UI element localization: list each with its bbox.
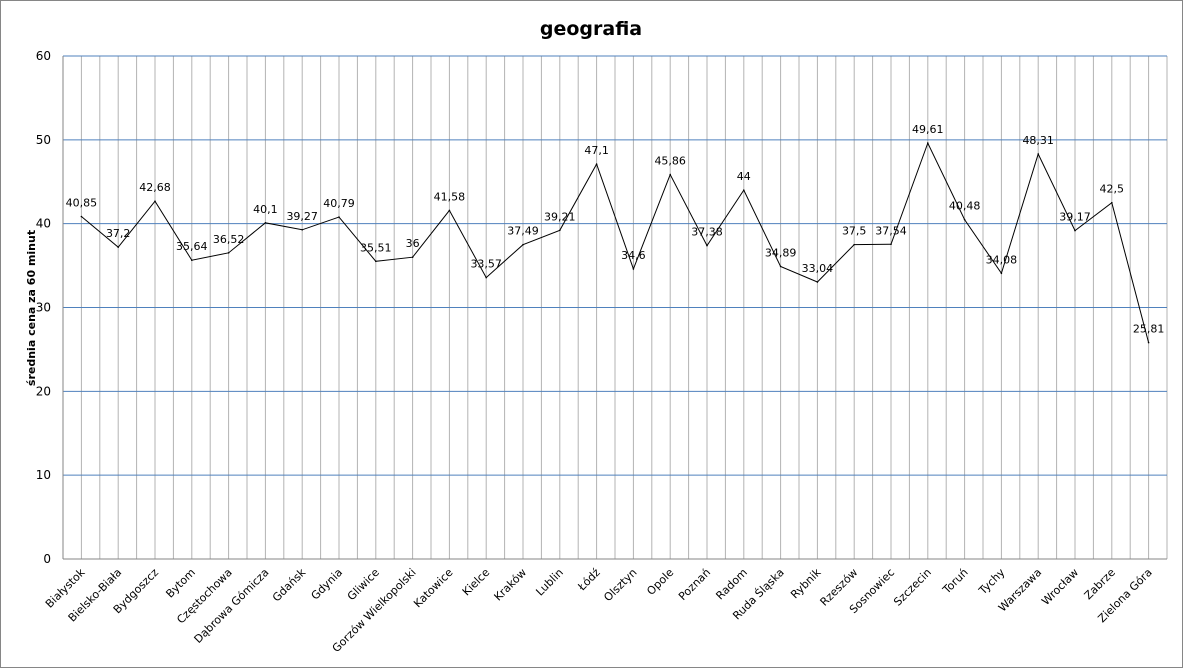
x-tick-label: Zabrze bbox=[1082, 566, 1118, 602]
y-tick-label: 10 bbox=[36, 468, 51, 482]
data-label: 33,04 bbox=[802, 262, 834, 275]
data-point bbox=[227, 252, 230, 254]
data-label: 49,61 bbox=[912, 123, 944, 136]
data-point bbox=[191, 259, 193, 262]
x-tick-label: Wrocław bbox=[1039, 566, 1081, 608]
x-tick-label: Tychy bbox=[976, 566, 1008, 598]
data-label: 34,6 bbox=[621, 249, 646, 262]
x-tick-label: Olsztyn bbox=[601, 566, 639, 604]
y-tick-label: 60 bbox=[36, 49, 51, 63]
data-point bbox=[1037, 153, 1039, 155]
data-label: 35,64 bbox=[176, 240, 208, 253]
data-label: 35,51 bbox=[360, 241, 392, 254]
x-tick-label: Opole bbox=[644, 566, 676, 598]
data-point bbox=[559, 229, 561, 232]
data-point bbox=[595, 163, 598, 165]
x-tick-label: Kraków bbox=[492, 566, 530, 604]
x-tick-label: Poznań bbox=[676, 566, 713, 603]
x-tick-label: Gdańsk bbox=[270, 565, 309, 604]
x-tick-label: Gdynia bbox=[308, 566, 345, 603]
data-label: 48,31 bbox=[1022, 134, 1054, 147]
data-point bbox=[154, 200, 156, 202]
x-tick-label: Katowice bbox=[411, 566, 455, 610]
y-tick-label: 40 bbox=[36, 217, 51, 231]
data-label: 37,49 bbox=[507, 225, 539, 238]
data-label: 40,79 bbox=[323, 197, 355, 210]
x-tick-label: Radom bbox=[713, 566, 749, 602]
data-point bbox=[1000, 272, 1003, 275]
y-tick-label: 0 bbox=[43, 552, 51, 566]
data-point bbox=[338, 216, 340, 218]
data-label: 25,81 bbox=[1133, 323, 1165, 336]
y-tick-label: 20 bbox=[36, 384, 51, 398]
data-label: 44 bbox=[737, 170, 751, 183]
data-point bbox=[448, 209, 451, 212]
data-label: 36 bbox=[406, 237, 420, 250]
x-tick-label: Łódź bbox=[575, 566, 603, 594]
data-line bbox=[81, 141, 1150, 343]
data-point bbox=[706, 244, 708, 247]
data-point bbox=[816, 281, 819, 283]
data-label: 39,21 bbox=[544, 210, 576, 223]
data-label: 47,1 bbox=[584, 144, 609, 157]
data-label: 37,5 bbox=[842, 225, 867, 238]
data-label: 37,38 bbox=[691, 226, 723, 239]
data-label: 34,89 bbox=[765, 247, 797, 260]
y-tick-label: 50 bbox=[36, 133, 51, 147]
data-point bbox=[375, 260, 377, 263]
data-label: 40,85 bbox=[66, 197, 98, 210]
data-label: 39,17 bbox=[1059, 211, 1091, 224]
data-label: 36,52 bbox=[213, 233, 245, 246]
data-label: 37,2 bbox=[106, 227, 131, 240]
data-label: 33,57 bbox=[470, 258, 502, 271]
data-point bbox=[264, 222, 267, 224]
data-label: 39,27 bbox=[286, 210, 318, 223]
data-label: 37,54 bbox=[875, 224, 907, 237]
data-label: 40,1 bbox=[253, 203, 278, 216]
data-label: 41,58 bbox=[434, 190, 466, 203]
x-tick-label: Szczecin bbox=[891, 566, 934, 609]
data-point bbox=[117, 246, 119, 248]
chart-title: geografia bbox=[540, 18, 642, 40]
data-point bbox=[669, 173, 671, 176]
data-point bbox=[632, 268, 635, 270]
data-point bbox=[1147, 341, 1150, 344]
data-point bbox=[522, 243, 524, 246]
x-tick-label: Toruń bbox=[940, 566, 971, 597]
data-label: 42,5 bbox=[1100, 183, 1125, 196]
y-tick-label: 30 bbox=[36, 301, 51, 315]
x-tick-label: Rybnik bbox=[788, 565, 824, 601]
data-point bbox=[411, 256, 414, 258]
data-point bbox=[963, 218, 966, 221]
data-point bbox=[779, 265, 782, 268]
x-tick-label: Gliwice bbox=[345, 566, 382, 603]
data-point bbox=[927, 142, 929, 144]
data-label: 34,08 bbox=[986, 253, 1018, 266]
y-axis-label: średnia cena za 60 minut bbox=[25, 230, 38, 386]
data-label: 40,48 bbox=[949, 200, 981, 213]
data-point bbox=[485, 276, 488, 279]
x-tick-label: Bytom bbox=[163, 566, 198, 601]
data-point bbox=[853, 243, 855, 246]
data-point bbox=[743, 189, 745, 191]
data-point bbox=[1074, 229, 1076, 232]
data-label: 45,86 bbox=[654, 155, 686, 168]
data-label: 42,68 bbox=[139, 181, 171, 194]
data-point bbox=[80, 215, 83, 218]
x-tick-label: Kielce bbox=[460, 566, 493, 599]
data-point bbox=[890, 243, 892, 246]
data-point bbox=[301, 228, 304, 231]
data-point bbox=[1111, 201, 1113, 204]
x-tick-label: Lublin bbox=[533, 566, 566, 599]
